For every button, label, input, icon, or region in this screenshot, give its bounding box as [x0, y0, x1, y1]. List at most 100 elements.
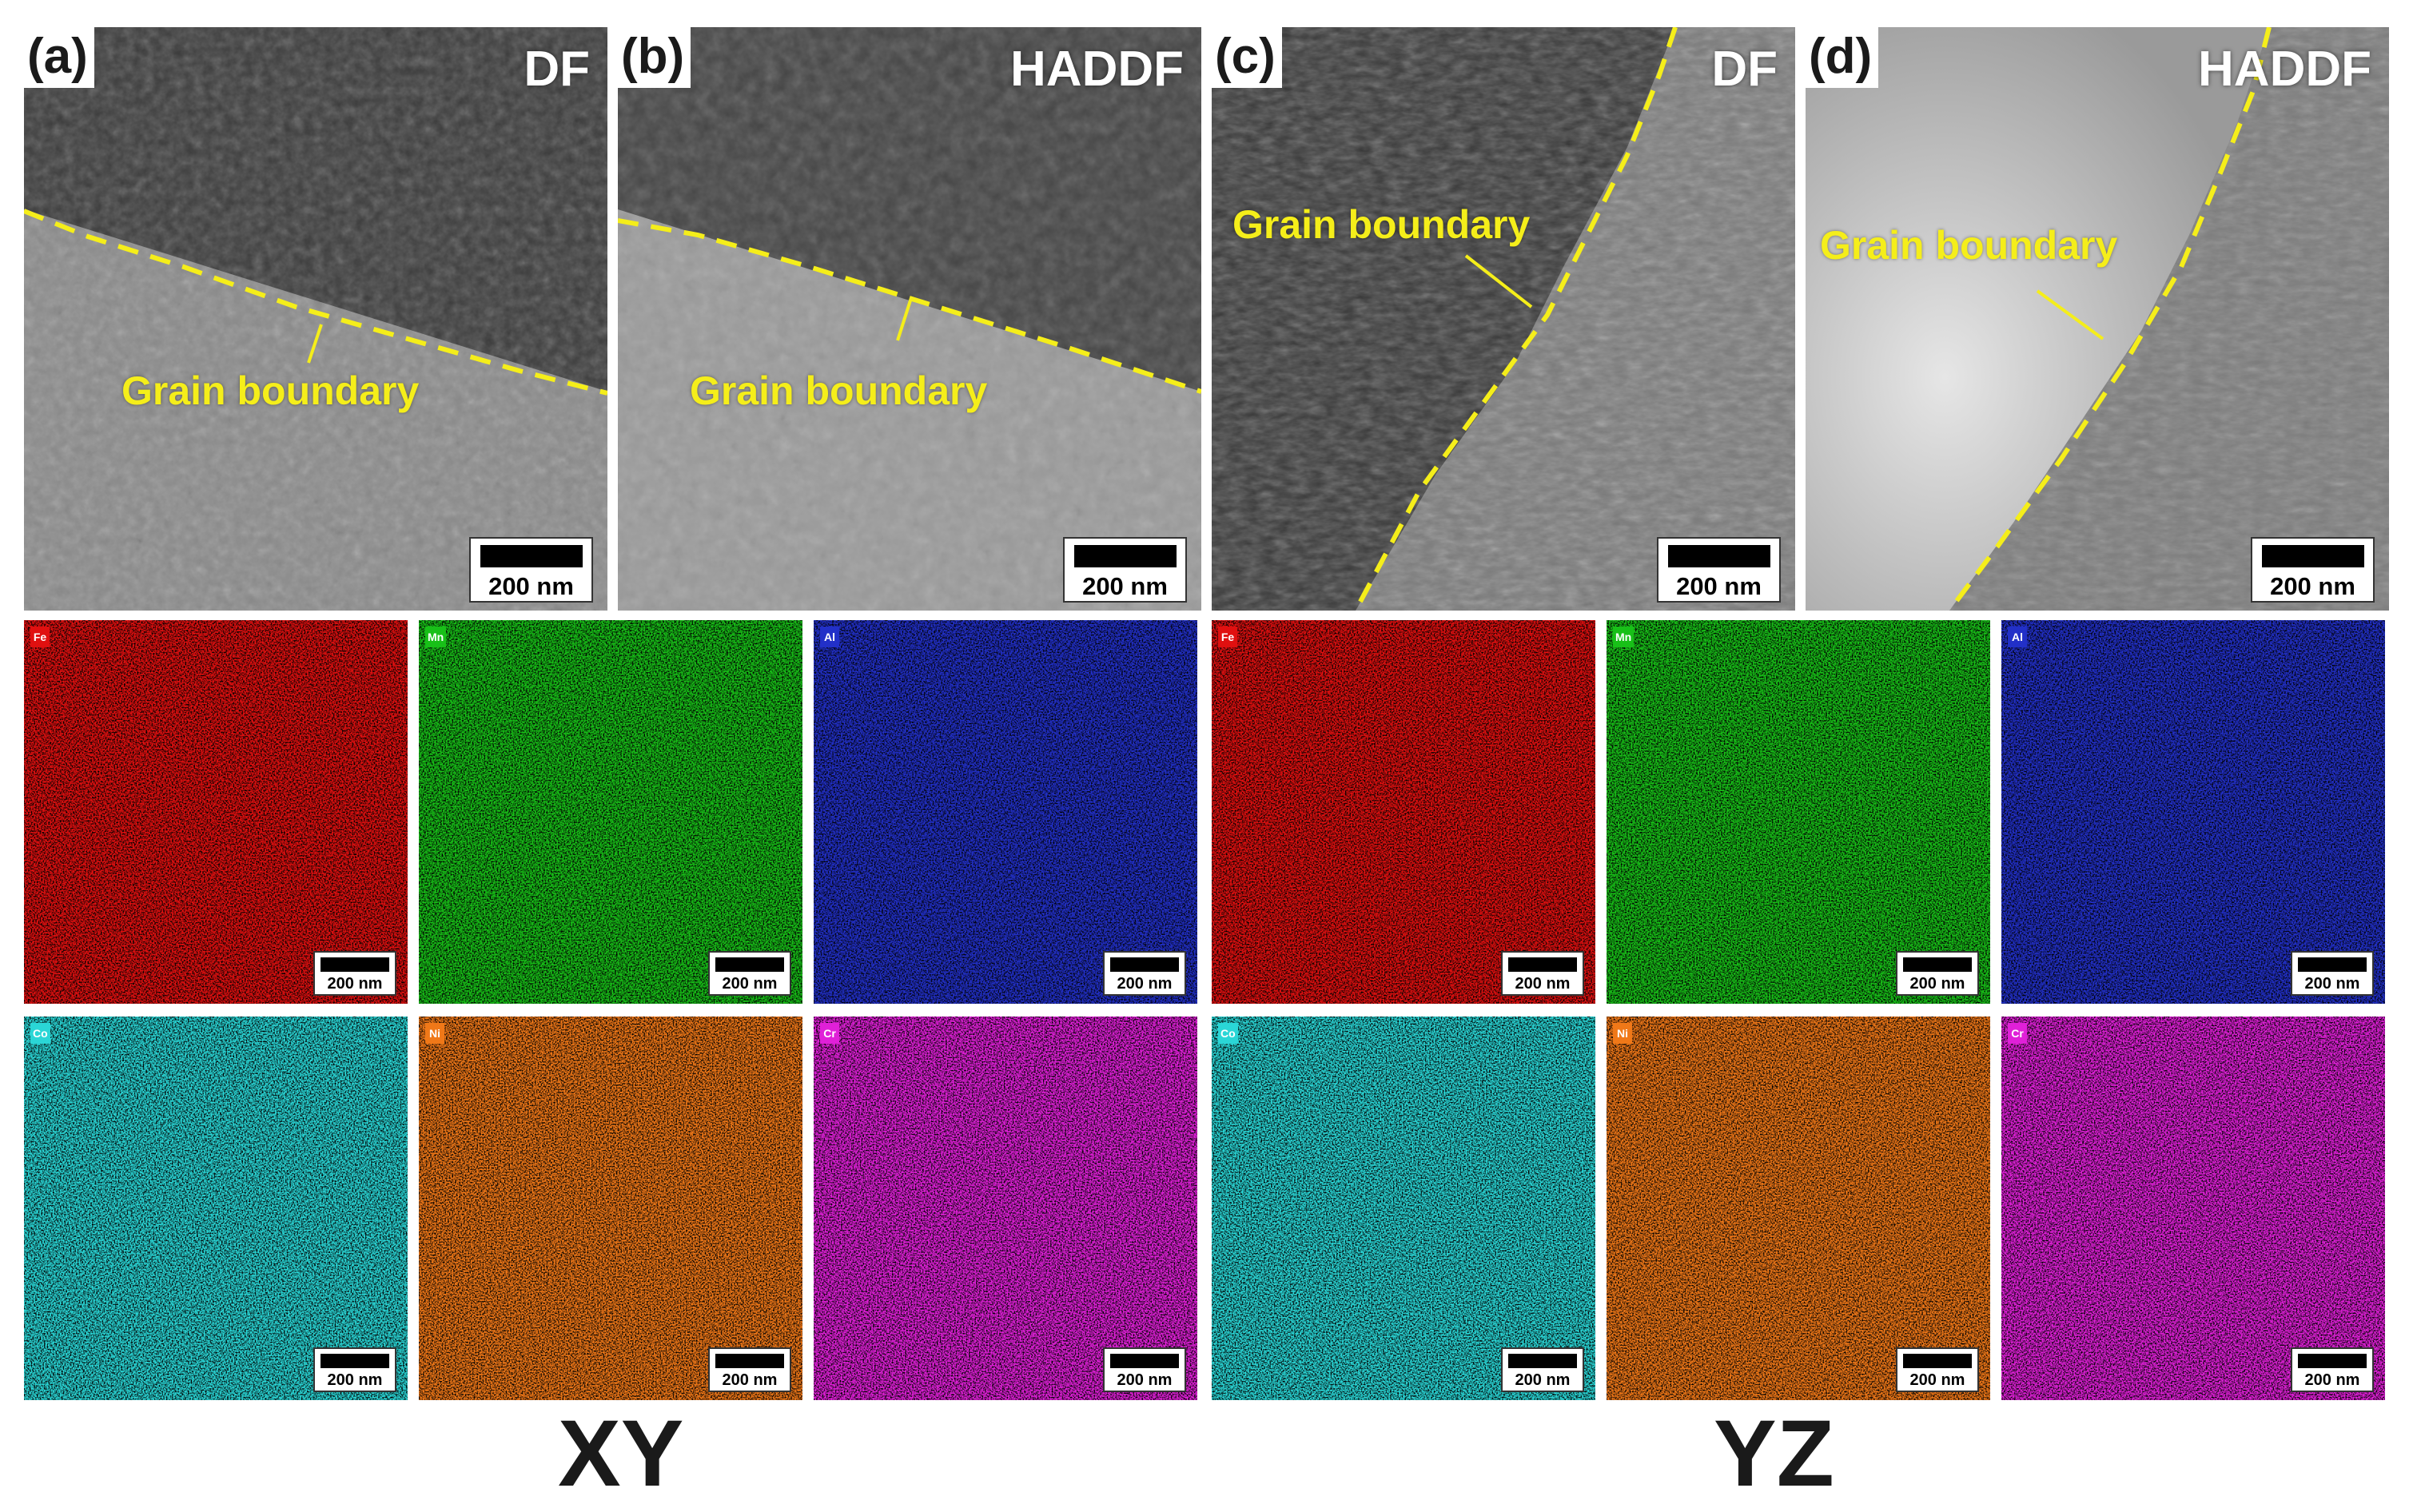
scale-bar-text: 200 nm [1909, 1371, 1965, 1389]
scale-bar-text: 200 nm [1515, 1371, 1571, 1389]
eds-map-image [814, 620, 1197, 1004]
scale-bar: 200 nm [313, 1347, 396, 1392]
imaging-mode-label: DF [524, 42, 590, 97]
scale-bar-line [1110, 957, 1179, 972]
element-tag: Al [820, 627, 839, 647]
element-tag: Mn [1613, 627, 1635, 647]
scale-bar-line [1508, 957, 1577, 972]
eds-map-image [24, 620, 408, 1004]
tem-panel-c: (c) DF Grain boundary 200 nm [1212, 27, 1795, 611]
eds-map-image [419, 1017, 802, 1400]
scale-bar-text: 200 nm [2270, 572, 2355, 600]
eds-map-image [2001, 1017, 2385, 1400]
scale-bar-text: 200 nm [722, 1371, 778, 1389]
boundary-arrow [896, 300, 912, 341]
element-tag: Ni [425, 1023, 444, 1044]
scale-bar: 200 nm [1896, 1347, 1979, 1392]
grain-boundary-label: Grain boundary [1232, 202, 1531, 247]
eds-map-xy-mn: Mn 200 nm [419, 620, 802, 1004]
scale-bar-line [2298, 957, 2367, 972]
eds-map-image [1212, 620, 1595, 1004]
element-tag: Al [2008, 627, 2027, 647]
scale-bar-line [1903, 957, 1972, 972]
scale-bar-line [2298, 1354, 2367, 1368]
scale-bar-text: 200 nm [488, 572, 574, 600]
eds-map-yz-al: Al 200 nm [2001, 620, 2385, 1004]
eds-map-yz-mn: Mn 200 nm [1607, 620, 1990, 1004]
scale-bar-line [321, 957, 389, 972]
scale-bar-text: 200 nm [327, 1371, 383, 1389]
grain-boundary-line [1353, 27, 1678, 611]
tem-image-a [24, 27, 607, 611]
scale-bar-line [480, 545, 583, 567]
panel-letter: (a) [24, 27, 94, 88]
eds-map-xy-cr: Cr 200 nm [814, 1017, 1197, 1400]
scale-bar: 200 nm [1103, 1347, 1186, 1392]
element-tag: Ni [1613, 1023, 1632, 1044]
grain-boundary-line [1947, 27, 2272, 611]
eds-map-yz-fe: Fe 200 nm [1212, 620, 1595, 1004]
eds-map-xy-fe: Fe 200 nm [24, 620, 408, 1004]
eds-map-xy-ni: Ni 200 nm [419, 1017, 802, 1400]
element-tag: Cr [820, 1023, 839, 1044]
imaging-mode-label: DF [1711, 42, 1778, 97]
tem-panel-b: (b) HADDF Grain boundary 200 nm [618, 27, 1201, 611]
panel-letter: (b) [618, 27, 691, 88]
scale-bar-line [1110, 1354, 1179, 1368]
scale-bar-line [1667, 545, 1770, 567]
scale-bar-text: 200 nm [1117, 975, 1173, 993]
scale-bar: 200 nm [1896, 951, 1979, 996]
panel-letter: (c) [1212, 27, 1282, 88]
scale-bar: 200 nm [469, 537, 593, 603]
eds-map-yz-ni: Ni 200 nm [1607, 1017, 1990, 1400]
scale-bar-line [1073, 545, 1177, 567]
element-tag: Mn [425, 627, 447, 647]
scale-bar: 200 nm [2291, 1347, 2374, 1392]
grain-boundary-label: Grain boundary [690, 368, 988, 413]
scale-bar: 200 nm [1063, 537, 1187, 603]
boundary-arrow [1464, 254, 1533, 308]
grain-boundary-label: Grain boundary [1820, 223, 2118, 268]
eds-map-image [1607, 620, 1990, 1004]
eds-map-xy-co: Co 200 nm [24, 1017, 408, 1400]
grain-boundary-line [618, 218, 1201, 394]
tem-image-d [1806, 27, 2389, 611]
scale-bar-text: 200 nm [2304, 975, 2360, 993]
grain-boundary-line [24, 209, 607, 396]
element-tag: Co [30, 1023, 50, 1044]
element-tag: Fe [1218, 627, 1237, 647]
scale-bar-text: 200 nm [1909, 975, 1965, 993]
scale-bar-line [2261, 545, 2364, 567]
scale-bar-text: 200 nm [1082, 572, 1168, 600]
orientation-label-xy: XY [558, 1401, 684, 1506]
scale-bar: 200 nm [708, 1347, 791, 1392]
panel-letter: (d) [1806, 27, 1879, 88]
eds-map-yz-co: Co 200 nm [1212, 1017, 1595, 1400]
eds-map-image [2001, 620, 2385, 1004]
scale-bar-text: 200 nm [1676, 572, 1762, 600]
tem-image-b [618, 27, 1201, 611]
scale-bar: 200 nm [1501, 1347, 1584, 1392]
scale-bar-text: 200 nm [1117, 1371, 1173, 1389]
eds-map-yz-cr: Cr 200 nm [2001, 1017, 2385, 1400]
eds-map-image [24, 1017, 408, 1400]
eds-map-image [1212, 1017, 1595, 1400]
boundary-arrow [307, 324, 323, 364]
eds-map-image [1607, 1017, 1990, 1400]
scale-bar-line [1903, 1354, 1972, 1368]
scale-bar-line [715, 957, 784, 972]
scale-bar-text: 200 nm [722, 975, 778, 993]
scale-bar: 200 nm [1501, 951, 1584, 996]
tem-panel-a: (a) DF Grain boundary 200 nm [24, 27, 607, 611]
element-tag: Fe [30, 627, 50, 647]
element-tag: Cr [2008, 1023, 2027, 1044]
scale-bar: 200 nm [1103, 951, 1186, 996]
scale-bar-line [1508, 1354, 1577, 1368]
imaging-mode-label: HADDF [1010, 42, 1184, 97]
scale-bar-text: 200 nm [2304, 1371, 2360, 1389]
imaging-mode-label: HADDF [2198, 42, 2371, 97]
eds-map-image [419, 620, 802, 1004]
scale-bar-line [321, 1354, 389, 1368]
grain-boundary-label: Grain boundary [121, 368, 420, 413]
scale-bar-text: 200 nm [1515, 975, 1571, 993]
